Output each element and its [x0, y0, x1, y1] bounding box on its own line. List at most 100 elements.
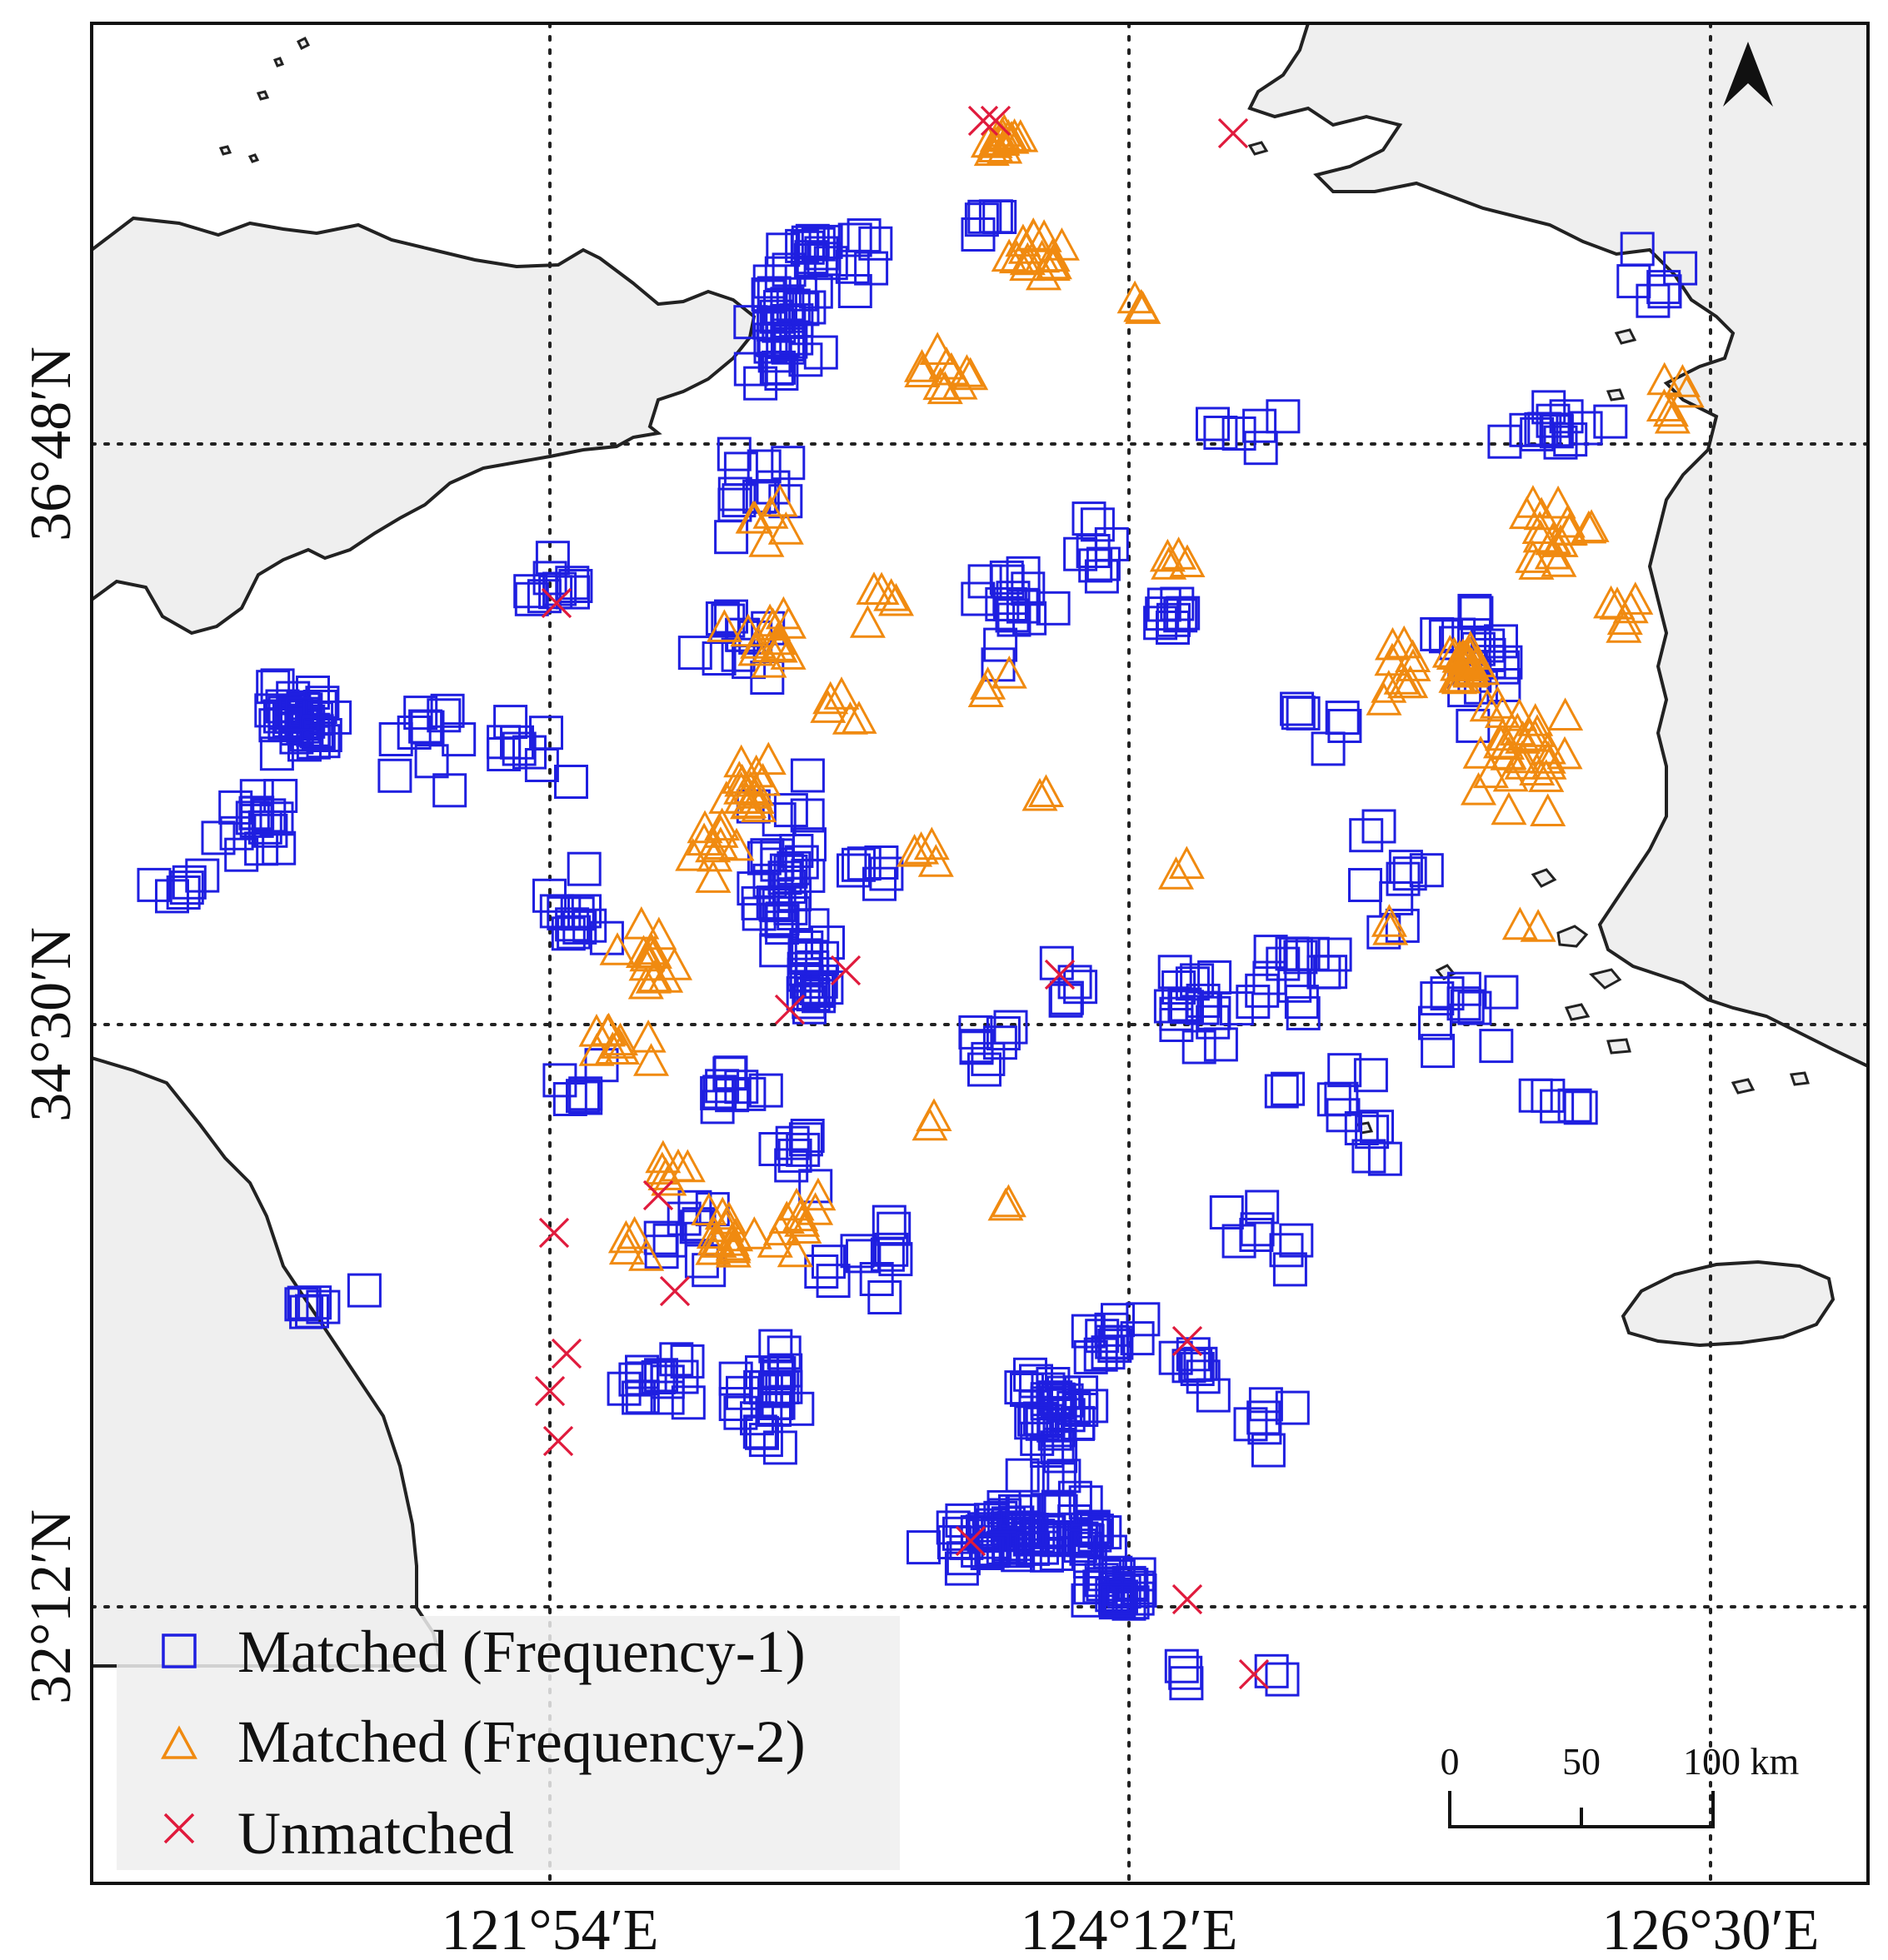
matched-frequency-1-marker [794, 240, 829, 275]
island [272, 57, 285, 67]
matched-frequency-2-marker [1125, 291, 1161, 324]
unmatched-marker [967, 105, 999, 137]
matched-frequency-1-marker [430, 693, 465, 728]
matched-frequency-2-marker [873, 577, 910, 611]
matched-frequency-2-marker [912, 1107, 948, 1141]
matched-frequency-2-marker [737, 500, 773, 534]
island [1247, 141, 1269, 156]
matched-frequency-1-marker [1275, 1390, 1310, 1425]
matched-frequency-1-marker [1327, 1053, 1362, 1088]
unmatched-marker [1171, 1583, 1203, 1615]
land-jiangsu [92, 1055, 444, 1668]
matched-frequency-2-marker [913, 826, 950, 860]
matched-frequency-2-marker [1571, 510, 1607, 544]
matched-frequency-1-marker [1146, 587, 1181, 622]
matched-frequency-1-marker [759, 351, 794, 386]
matched-frequency-2-marker [800, 1177, 837, 1211]
marker-layer [137, 105, 1705, 1701]
matched-frequency-1-marker [532, 878, 567, 913]
matched-frequency-1-marker [1084, 559, 1119, 594]
matched-frequency-1-marker [1420, 616, 1455, 651]
matched-frequency-1-marker [1636, 283, 1671, 318]
matched-frequency-2-marker [1015, 217, 1051, 251]
island [218, 145, 232, 156]
matched-frequency-1-marker [1253, 935, 1288, 970]
matched-frequency-1-marker [1219, 991, 1254, 1026]
matched-frequency-1-marker [767, 860, 802, 895]
unmatched-marker [541, 587, 572, 619]
matched-frequency-2-marker [697, 1222, 733, 1255]
matched-frequency-1-marker [551, 916, 586, 951]
matched-frequency-1-marker [1518, 1078, 1553, 1113]
matched-frequency-1-marker [792, 827, 827, 862]
unmatched-marker [642, 1179, 674, 1211]
matched-frequency-2-marker [990, 1184, 1026, 1218]
unmatched-marker [830, 955, 862, 986]
matched-frequency-1-marker [1157, 955, 1192, 990]
matched-frequency-2-marker [1371, 904, 1407, 937]
matched-frequency-1-marker [840, 1234, 875, 1269]
matched-frequency-2-marker [1540, 485, 1576, 519]
matched-frequency-1-marker [995, 598, 1030, 633]
matched-frequency-2-marker [704, 1196, 741, 1230]
matched-frequency-1-marker [1120, 1321, 1155, 1356]
matched-frequency-1-marker [1243, 431, 1278, 466]
matched-frequency-1-marker [1196, 406, 1230, 441]
unmatched-marker [542, 1425, 574, 1457]
matched-frequency-2-marker [759, 621, 796, 656]
matched-frequency-2-marker [1530, 741, 1566, 774]
matched-frequency-1-marker [1251, 1433, 1286, 1468]
matched-frequency-1-marker [877, 1211, 912, 1246]
matched-frequency-1-marker [347, 1273, 382, 1308]
legend-label-frequency-1: Matched (Frequency-1) [237, 1618, 806, 1685]
matched-frequency-1-marker [712, 1056, 747, 1091]
matched-frequency-2-marker [1606, 610, 1642, 643]
unmatched-marker [1238, 1658, 1270, 1690]
matched-frequency-1-marker [975, 1534, 1010, 1568]
unmatched-marker [980, 105, 1011, 137]
matched-frequency-1-marker [983, 627, 1018, 662]
matched-frequency-2-marker [991, 655, 1027, 689]
matched-frequency-1-marker [1279, 1223, 1314, 1258]
scale-label-100km: 100 km [1683, 1740, 1800, 1783]
matched-frequency-1-marker [1048, 1388, 1082, 1423]
matched-frequency-1-marker [535, 541, 570, 576]
matched-frequency-1-marker [1197, 960, 1232, 995]
matched-frequency-1-marker [1280, 691, 1315, 726]
matched-frequency-2-marker [607, 1219, 644, 1254]
matched-frequency-1-marker [1278, 936, 1313, 971]
matched-frequency-2-marker [986, 113, 1022, 147]
island [1606, 1038, 1631, 1055]
lat-tick-label-2: 34°30′N [19, 927, 83, 1122]
matched-frequency-1-marker [867, 1280, 902, 1314]
matched-frequency-1-marker [562, 910, 597, 945]
matched-frequency-1-marker [618, 1362, 653, 1397]
matched-frequency-1-marker [306, 724, 341, 759]
matched-frequency-2-marker [578, 1013, 615, 1047]
matched-frequency-1-marker [1071, 1583, 1106, 1618]
matched-frequency-1-marker [982, 200, 1017, 234]
matched-frequency-1-marker [702, 641, 737, 676]
matched-frequency-2-marker [778, 1187, 815, 1221]
matched-frequency-1-marker [377, 758, 412, 793]
matched-frequency-1-marker [959, 1029, 994, 1064]
matched-frequency-1-marker [766, 232, 801, 267]
matched-frequency-2-marker [695, 1231, 732, 1265]
matched-frequency-1-marker [1539, 414, 1574, 449]
island [1556, 925, 1589, 948]
matched-frequency-1-marker [1245, 1189, 1280, 1224]
matched-frequency-2-marker [695, 860, 732, 893]
matched-frequency-2-marker [1517, 703, 1554, 736]
matched-frequency-1-marker [137, 867, 172, 902]
matched-frequency-1-marker [835, 249, 870, 284]
matched-frequency-2-marker [696, 1215, 732, 1249]
matched-frequency-2-marker [641, 916, 677, 950]
legend-square-symbol [162, 1633, 197, 1668]
matched-frequency-1-marker [677, 636, 712, 671]
island [1564, 1003, 1591, 1021]
matched-frequency-1-marker [218, 790, 253, 825]
matched-frequency-2-marker [635, 960, 672, 994]
matched-frequency-2-marker [625, 935, 662, 968]
matched-frequency-1-marker [1180, 963, 1215, 998]
matched-frequency-1-marker [758, 1329, 793, 1364]
